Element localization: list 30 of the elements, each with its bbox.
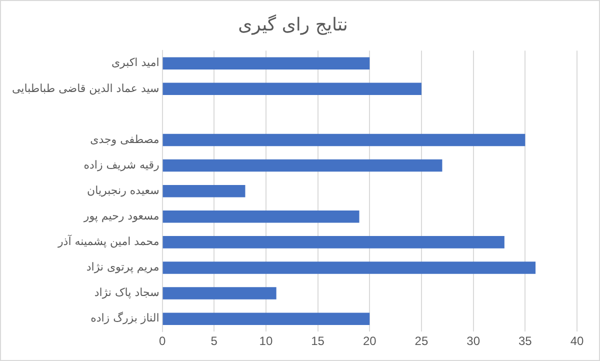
x-tick-label: 40 xyxy=(570,334,584,348)
bar xyxy=(162,159,442,172)
bar xyxy=(162,262,536,274)
x-tick-label: 5 xyxy=(210,334,218,348)
x-tick-label: 30 xyxy=(466,334,480,348)
x-tick-label: 0 xyxy=(158,334,166,348)
y-tick-label: رقیه شریف زاده xyxy=(84,158,160,172)
bar xyxy=(162,57,370,70)
y-tick-label: محمد امین پشمینه آذر xyxy=(56,234,160,248)
y-tick-label: سجاد پاک نژاد xyxy=(94,286,160,300)
y-tick-label: مریم پرتوی نژاد xyxy=(86,260,160,274)
bar xyxy=(162,210,360,223)
y-tick-label: الناز بزرگ زاده xyxy=(90,312,160,325)
bar xyxy=(162,312,370,325)
x-tick-label: 20 xyxy=(362,334,377,348)
y-tick-label: امید اکبری xyxy=(111,56,160,70)
y-tick-label: مصطفی وجدی xyxy=(90,132,160,146)
bar xyxy=(162,82,422,96)
x-tick-label: 10 xyxy=(259,334,273,348)
y-tick-label: سعیده رنجبریان xyxy=(87,184,160,197)
bar xyxy=(162,236,504,248)
x-tick-label: 25 xyxy=(414,334,428,348)
y-tick-label: سید عماد الدین قاضی طباطبایی xyxy=(12,82,160,95)
bar xyxy=(162,134,526,146)
x-tick-label: 15 xyxy=(311,334,325,348)
bar xyxy=(162,184,246,198)
bar xyxy=(162,287,276,300)
chart-title: نتایج رای گیری xyxy=(238,13,348,36)
x-tick-label: 35 xyxy=(518,334,532,348)
y-tick-label: مسعود رحیم پور xyxy=(82,210,160,223)
